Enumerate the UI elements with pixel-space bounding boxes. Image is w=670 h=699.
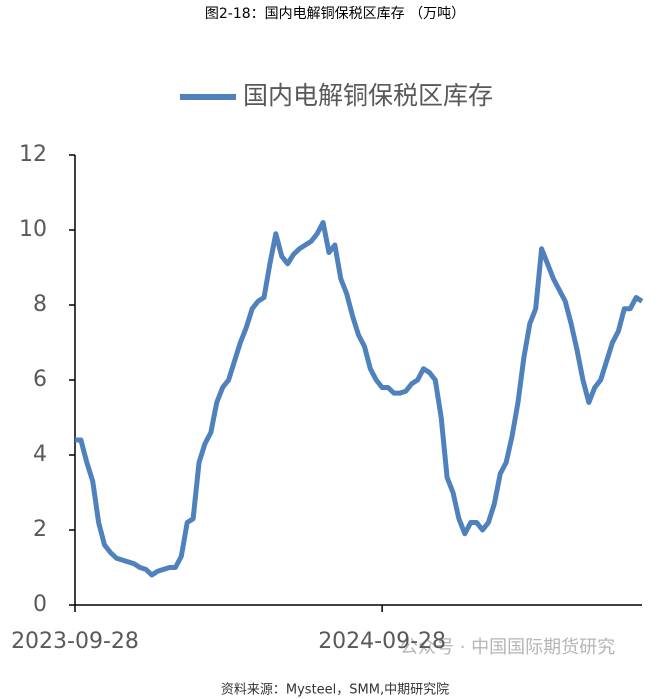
- chart-title: 图2-18：国内电解铜保税区库存 （万吨）: [205, 6, 465, 22]
- source-note: 资料来源：Mysteel，SMM,中期研究院: [221, 683, 449, 698]
- y-tick-label: 8: [33, 292, 47, 317]
- y-tick-label: 6: [33, 367, 47, 392]
- x-tick-label: 2023-09-28: [11, 629, 139, 654]
- legend-label: 国内电解铜保税区库存: [243, 81, 493, 110]
- y-tick-label: 12: [19, 142, 47, 167]
- y-tick-label: 0: [33, 592, 47, 617]
- x-tick-label: 2024-09-28: [318, 629, 446, 654]
- data-line: [75, 220, 644, 578]
- y-tick-label: 2: [33, 517, 47, 542]
- y-tick-label: 10: [19, 217, 47, 242]
- y-tick-label: 4: [33, 442, 47, 467]
- watermark: 公众号 · 中国国际期货研究: [400, 637, 615, 658]
